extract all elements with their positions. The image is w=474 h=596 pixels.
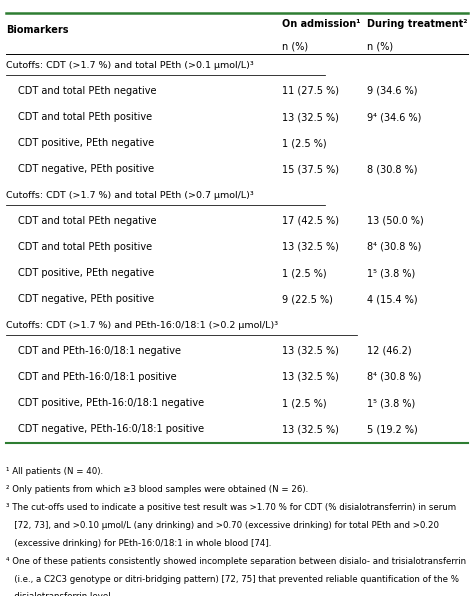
Text: 8⁴ (30.8 %): 8⁴ (30.8 %) [367, 242, 422, 252]
Text: 8⁴ (30.8 %): 8⁴ (30.8 %) [367, 372, 422, 382]
Text: 9⁴ (34.6 %): 9⁴ (34.6 %) [367, 112, 422, 122]
Text: 1 (2.5 %): 1 (2.5 %) [282, 398, 327, 408]
Text: 13 (32.5 %): 13 (32.5 %) [282, 112, 339, 122]
Text: Biomarkers: Biomarkers [6, 25, 68, 35]
Text: CDT and total PEth positive: CDT and total PEth positive [18, 242, 152, 252]
Text: CDT and PEth-16:0/18:1 negative: CDT and PEth-16:0/18:1 negative [18, 346, 181, 356]
Text: 13 (32.5 %): 13 (32.5 %) [282, 242, 339, 252]
Text: During treatment²: During treatment² [367, 19, 468, 29]
Text: 4 (15.4 %): 4 (15.4 %) [367, 294, 418, 305]
Text: CDT and PEth-16:0/18:1 positive: CDT and PEth-16:0/18:1 positive [18, 372, 176, 382]
Text: ⁴ One of these patients consistently showed incomplete separation between disial: ⁴ One of these patients consistently sho… [6, 557, 466, 566]
Text: 11 (27.5 %): 11 (27.5 %) [282, 86, 339, 96]
Text: CDT positive, PEth negative: CDT positive, PEth negative [18, 138, 154, 148]
Text: CDT negative, PEth positive: CDT negative, PEth positive [18, 164, 154, 175]
Text: ³ The cut-offs used to indicate a positive test result was >1.70 % for CDT (% di: ³ The cut-offs used to indicate a positi… [6, 503, 456, 512]
Text: (i.e., a C2C3 genotype or ditri-bridging pattern) [72, 75] that prevented reliab: (i.e., a C2C3 genotype or ditri-bridging… [6, 575, 459, 583]
Text: disialotransferrin level.: disialotransferrin level. [6, 592, 113, 596]
Text: Cutoffs: CDT (>1.7 %) and PEth-16:0/18:1 (>0.2 μmol/L)³: Cutoffs: CDT (>1.7 %) and PEth-16:0/18:1… [6, 321, 278, 330]
Text: 9 (34.6 %): 9 (34.6 %) [367, 86, 418, 96]
Text: 1 (2.5 %): 1 (2.5 %) [282, 268, 327, 278]
Text: CDT and total PEth negative: CDT and total PEth negative [18, 216, 156, 226]
Text: 1⁵ (3.8 %): 1⁵ (3.8 %) [367, 268, 416, 278]
Text: 1 (2.5 %): 1 (2.5 %) [282, 138, 327, 148]
Text: CDT positive, PEth negative: CDT positive, PEth negative [18, 268, 154, 278]
Text: 17 (42.5 %): 17 (42.5 %) [282, 216, 339, 226]
Text: (excessive drinking) for PEth-16:0/18:1 in whole blood [74].: (excessive drinking) for PEth-16:0/18:1 … [6, 539, 271, 548]
Text: 13 (32.5 %): 13 (32.5 %) [282, 372, 339, 382]
Text: CDT and total PEth positive: CDT and total PEth positive [18, 112, 152, 122]
Text: 13 (32.5 %): 13 (32.5 %) [282, 346, 339, 356]
Text: n (%): n (%) [367, 42, 393, 52]
Text: Cutoffs: CDT (>1.7 %) and total PEth (>0.1 μmol/L)³: Cutoffs: CDT (>1.7 %) and total PEth (>0… [6, 61, 254, 70]
Text: CDT negative, PEth positive: CDT negative, PEth positive [18, 294, 154, 305]
Text: 13 (50.0 %): 13 (50.0 %) [367, 216, 424, 226]
Text: On admission¹: On admission¹ [282, 19, 361, 29]
Text: 13 (32.5 %): 13 (32.5 %) [282, 424, 339, 434]
Text: [72, 73], and >0.10 μmol/L (any drinking) and >0.70 (excessive drinking) for tot: [72, 73], and >0.10 μmol/L (any drinking… [6, 521, 439, 530]
Text: 9 (22.5 %): 9 (22.5 %) [282, 294, 333, 305]
Text: ¹ All patients (N = 40).: ¹ All patients (N = 40). [6, 467, 103, 476]
Text: n (%): n (%) [282, 42, 308, 52]
Text: 5 (19.2 %): 5 (19.2 %) [367, 424, 418, 434]
Text: Cutoffs: CDT (>1.7 %) and total PEth (>0.7 μmol/L)³: Cutoffs: CDT (>1.7 %) and total PEth (>0… [6, 191, 254, 200]
Text: ² Only patients from which ≥3 blood samples were obtained (N = 26).: ² Only patients from which ≥3 blood samp… [6, 485, 308, 494]
Text: 15 (37.5 %): 15 (37.5 %) [282, 164, 339, 175]
Text: 8 (30.8 %): 8 (30.8 %) [367, 164, 418, 175]
Text: CDT negative, PEth-16:0/18:1 positive: CDT negative, PEth-16:0/18:1 positive [18, 424, 204, 434]
Text: 1⁵ (3.8 %): 1⁵ (3.8 %) [367, 398, 416, 408]
Text: CDT positive, PEth-16:0/18:1 negative: CDT positive, PEth-16:0/18:1 negative [18, 398, 204, 408]
Text: CDT and total PEth negative: CDT and total PEth negative [18, 86, 156, 96]
Text: 12 (46.2): 12 (46.2) [367, 346, 412, 356]
